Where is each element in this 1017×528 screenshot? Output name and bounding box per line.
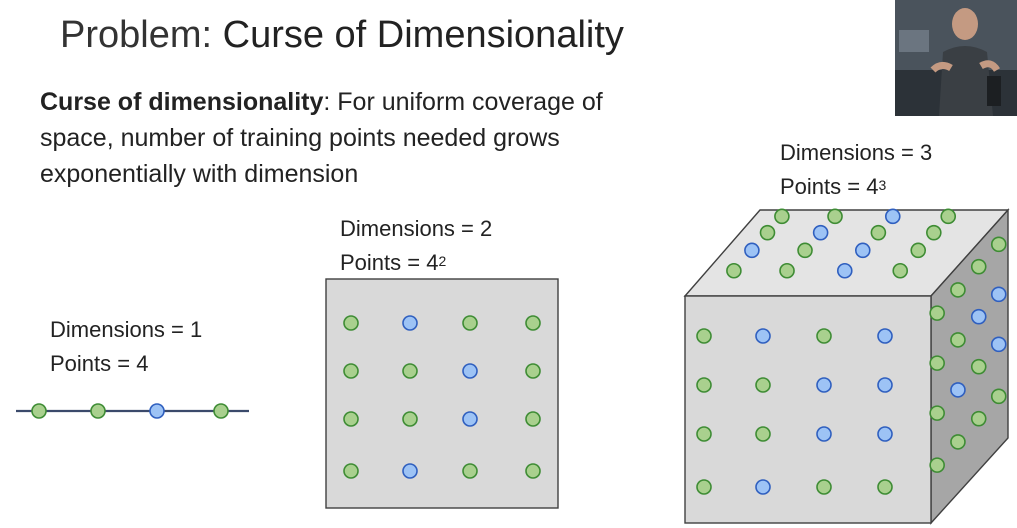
- point-3d-top-3-1: [779, 262, 795, 279]
- point-3d-front-1-0: [696, 377, 712, 393]
- point-3d-front-2-1: [755, 426, 771, 442]
- point-3d-front-0-0: [696, 328, 712, 344]
- point-3d-top-1-1: [812, 224, 829, 241]
- presenter-webcam-icon: [895, 0, 1017, 116]
- point-2d-2-1: [402, 411, 418, 427]
- point-3d-side-0-1: [950, 282, 966, 298]
- label-3d-points: Points = 43: [780, 174, 887, 199]
- point-3d-side-2-3: [990, 336, 1007, 353]
- point-3d-front-1-3: [877, 377, 893, 393]
- label-3d-exponent: 3: [878, 177, 887, 193]
- point-3d-top-3-3: [892, 262, 909, 279]
- point-3d-side-1-0: [929, 355, 945, 371]
- definition-text: Curse of dimensionality: For uniform cov…: [40, 84, 640, 192]
- point-3d-top-2-2: [854, 242, 871, 259]
- point-3d-side-0-0: [929, 305, 945, 321]
- point-3d-top-2-3: [910, 242, 927, 259]
- point-3d-front-0-1: [755, 328, 771, 344]
- label-1d-points: Points = 4: [50, 351, 149, 376]
- point-3d-front-0-2: [816, 328, 832, 344]
- point-1d-3: [213, 403, 229, 419]
- square-2d: [325, 278, 559, 509]
- point-3d-top-0-0: [774, 208, 790, 225]
- point-3d-top-0-1: [827, 208, 843, 225]
- point-2d-1-3: [525, 363, 541, 379]
- point-1d-1: [90, 403, 106, 419]
- point-2d-0-1: [402, 315, 418, 331]
- definition-term: Curse of dimensionality: [40, 88, 324, 116]
- point-2d-0-3: [525, 315, 541, 331]
- point-3d-front-0-3: [877, 328, 893, 344]
- label-2d-points: Points = 42: [340, 250, 447, 275]
- point-3d-top-2-0: [744, 242, 760, 259]
- point-3d-top-3-0: [726, 262, 742, 279]
- point-3d-front-2-0: [696, 426, 712, 442]
- point-3d-side-1-1: [950, 332, 966, 348]
- point-2d-2-0: [343, 411, 359, 427]
- point-2d-2-3: [525, 411, 541, 427]
- point-3d-front-3-3: [877, 479, 893, 495]
- point-2d-3-0: [343, 463, 359, 479]
- label-2d: Dimensions = 2 Points = 42: [340, 212, 492, 280]
- point-2d-1-2: [462, 363, 478, 379]
- point-2d-1-1: [402, 363, 418, 379]
- point-3d-front-3-2: [816, 479, 832, 495]
- title-prefix: Problem:: [60, 14, 223, 56]
- point-3d-side-3-1: [950, 434, 966, 450]
- point-2d-0-0: [343, 315, 359, 331]
- definition-body: : For uniform coverage of space, number …: [40, 88, 603, 188]
- point-3d-front-3-1: [755, 479, 771, 495]
- slide-title: Problem: Curse of Dimensionality: [60, 14, 624, 57]
- point-3d-front-3-0: [696, 479, 712, 495]
- point-1d-0: [31, 403, 47, 419]
- point-3d-side-1-3: [990, 286, 1007, 303]
- point-3d-side-0-2: [970, 258, 987, 275]
- point-3d-side-2-1: [950, 382, 966, 398]
- point-3d-front-1-2: [816, 377, 832, 393]
- point-3d-top-1-2: [870, 224, 887, 241]
- label-1d-dimensions: Dimensions = 1: [50, 317, 203, 342]
- point-3d-top-2-1: [797, 242, 813, 259]
- point-3d-side-3-3: [990, 388, 1007, 405]
- point-2d-1-0: [343, 363, 359, 379]
- point-1d-2: [149, 403, 165, 419]
- point-3d-front-2-3: [877, 426, 893, 442]
- point-3d-side-1-2: [970, 308, 987, 325]
- point-3d-front-2-2: [816, 426, 832, 442]
- point-3d-top-1-3: [926, 224, 942, 241]
- point-3d-top-0-2: [884, 208, 901, 225]
- point-2d-0-2: [462, 315, 478, 331]
- point-2d-3-1: [402, 463, 418, 479]
- point-3d-side-2-2: [970, 358, 987, 375]
- point-2d-3-2: [462, 463, 478, 479]
- point-3d-side-3-2: [970, 410, 987, 427]
- label-3d-dimensions: Dimensions = 3: [780, 140, 933, 165]
- point-3d-side-3-0: [929, 457, 945, 473]
- point-2d-3-3: [525, 463, 541, 479]
- point-3d-front-1-1: [755, 377, 771, 393]
- label-2d-exponent: 2: [438, 253, 447, 269]
- point-3d-side-2-0: [929, 405, 945, 421]
- cube-front-face: [684, 295, 932, 524]
- label-2d-dimensions: Dimensions = 2: [340, 216, 493, 241]
- label-1d: Dimensions = 1 Points = 4: [50, 313, 202, 381]
- label-3d: Dimensions = 3 Points = 43: [780, 136, 932, 204]
- title-main: Curse of Dimensionality: [222, 14, 624, 56]
- point-2d-2-2: [462, 411, 478, 427]
- point-3d-top-3-2: [836, 262, 853, 279]
- point-3d-top-0-3: [940, 208, 957, 225]
- point-3d-side-0-3: [990, 236, 1007, 253]
- point-3d-top-1-0: [759, 224, 776, 241]
